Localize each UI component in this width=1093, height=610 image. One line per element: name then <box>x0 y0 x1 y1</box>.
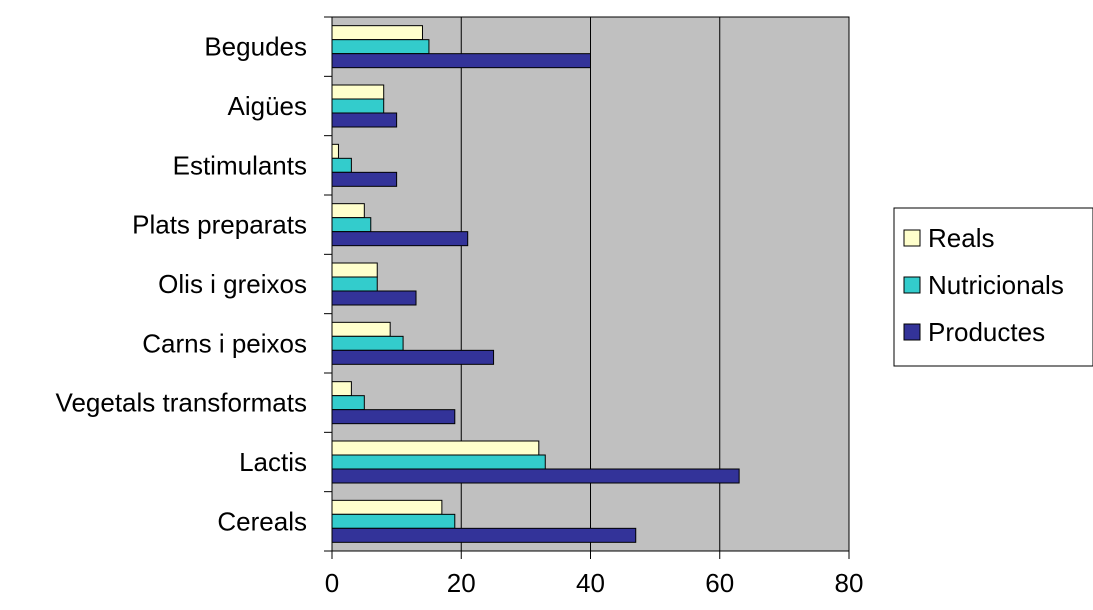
x-tick-label-80: 80 <box>835 568 864 598</box>
bar-productes-3 <box>331 349 495 365</box>
category-label-8: Begudes <box>204 32 307 62</box>
bar-reals-5 <box>331 203 365 219</box>
bar-nutricionals-5 <box>331 217 372 233</box>
bar-nutricionals-4 <box>331 276 378 292</box>
bar-nutricionals-8 <box>331 39 430 55</box>
bar-nutricionals-1 <box>331 454 546 470</box>
legend-label-productes: Productes <box>928 317 1045 347</box>
legend: Reals Nutricionals Productes <box>893 207 1093 367</box>
bar-reals-8 <box>331 25 423 41</box>
bar-reals-0 <box>331 499 443 515</box>
bar-reals-7 <box>331 84 385 100</box>
category-label-1: Lactis <box>239 447 307 477</box>
bar-nutricionals-0 <box>331 513 456 529</box>
bar-productes-2 <box>331 409 456 425</box>
x-tick-label-60: 60 <box>705 568 734 598</box>
category-label-3: Carns i peixos <box>142 328 307 358</box>
legend-swatch-nutricionals <box>903 276 921 294</box>
bar-reals-3 <box>331 321 391 337</box>
bar-productes-8 <box>331 53 591 69</box>
axes: Cereals Lactis Vegetals transformats Carns … <box>56 16 864 598</box>
bar-productes-5 <box>331 231 469 247</box>
x-tick-label-0: 0 <box>325 568 339 598</box>
bar-productes-1 <box>331 468 740 484</box>
x-tick-label-40: 40 <box>576 568 605 598</box>
bar-reals-6 <box>331 143 339 159</box>
bar-productes-6 <box>331 171 398 187</box>
bar-nutricionals-3 <box>331 335 404 351</box>
bar-productes-7 <box>331 112 398 128</box>
bar-reals-4 <box>331 262 378 278</box>
bar-productes-4 <box>331 290 417 306</box>
legend-label-nutricionals: Nutricionals <box>928 270 1064 300</box>
legend-swatch-reals <box>903 229 921 247</box>
bar-productes-0 <box>331 527 637 543</box>
category-label-7: Aigües <box>228 91 308 121</box>
bar-nutricionals-7 <box>331 98 385 114</box>
bar-nutricionals-2 <box>331 395 365 411</box>
x-tick-label-20: 20 <box>447 568 476 598</box>
category-label-6: Estimulants <box>173 150 307 180</box>
bars <box>331 25 740 543</box>
legend-label-reals: Reals <box>928 223 994 253</box>
category-label-0: Cereals <box>217 506 307 536</box>
legend-swatch-productes <box>903 323 921 341</box>
legend-box <box>893 207 1093 367</box>
category-label-4: Olis i greixos <box>158 269 307 299</box>
category-label-5: Plats preparats <box>132 210 307 240</box>
bar-reals-1 <box>331 440 540 456</box>
category-label-2: Vegetals transformats <box>56 388 307 418</box>
bar-reals-2 <box>331 381 352 397</box>
bar-nutricionals-6 <box>331 157 352 173</box>
